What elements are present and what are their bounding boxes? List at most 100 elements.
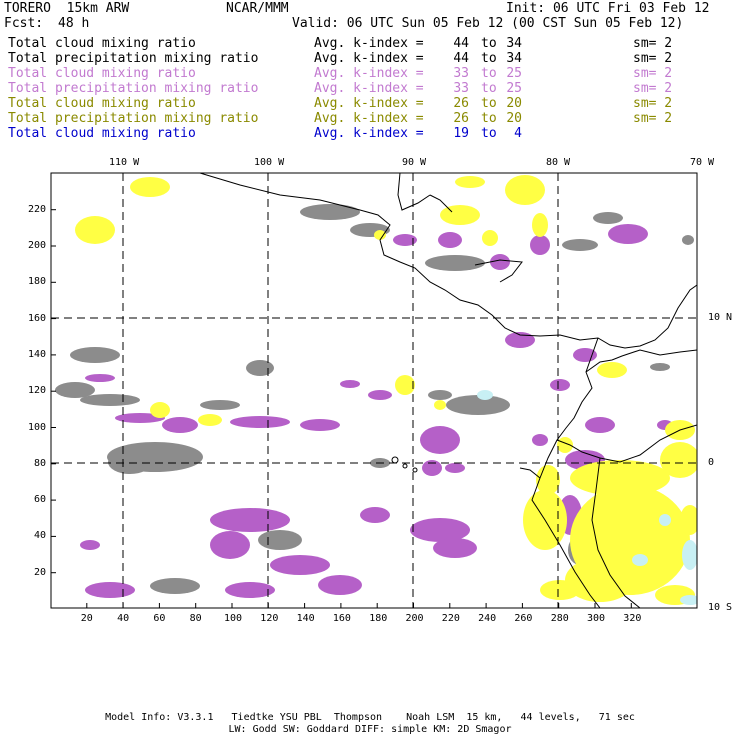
lat-lon-grid bbox=[51, 173, 697, 608]
y-tick-label: 160 bbox=[27, 312, 46, 324]
legend-from: 26 bbox=[453, 111, 469, 126]
legend-avg: Avg. k-index = bbox=[314, 36, 424, 51]
legend-end: 25 bbox=[506, 81, 522, 96]
legend-var: Total cloud mixing ratio bbox=[8, 126, 196, 141]
legend-var: Total precipitation mixing ratio bbox=[8, 111, 259, 126]
legend-var: Total cloud mixing ratio bbox=[8, 66, 196, 81]
lat-label-10s: 10 S bbox=[708, 602, 733, 613]
y-tick-label: 20 bbox=[33, 566, 46, 578]
coastlines bbox=[199, 173, 697, 608]
x-tick-label: 200 bbox=[405, 613, 424, 624]
x-tick-label: 260 bbox=[514, 613, 533, 624]
x-tick-label: 120 bbox=[260, 613, 279, 624]
legend-sm: sm= 2 bbox=[633, 66, 673, 81]
legend-row: Total precipitation mixing ratio Avg. k-i… bbox=[8, 112, 738, 126]
x-tick-label: 60 bbox=[153, 613, 166, 624]
legend-end: 20 bbox=[506, 96, 522, 111]
legend-from: 33 bbox=[453, 66, 469, 81]
y-tick-label: 140 bbox=[27, 348, 46, 360]
legend-avg: Avg. k-index = bbox=[314, 111, 424, 126]
legend-row: Total cloud mixing ratio Avg. k-index = 44… bbox=[8, 37, 738, 51]
model-info-line2: LW: Godd SW: Goddard DIFF: simple KM: 2D… bbox=[228, 724, 512, 735]
axis-ticks bbox=[51, 209, 632, 608]
legend-avg: Avg. k-index = bbox=[314, 51, 424, 66]
legend-var: Total cloud mixing ratio bbox=[8, 36, 196, 51]
x-tick-label: 320 bbox=[623, 613, 642, 624]
lat-label-10n: 10 N bbox=[708, 312, 733, 323]
legend-avg: Avg. k-index = bbox=[314, 66, 424, 81]
y-tick-label: 180 bbox=[27, 276, 46, 288]
legend-end: 20 bbox=[506, 111, 522, 126]
x-tick-label: 140 bbox=[296, 613, 315, 624]
legend-avg: Avg. k-index = bbox=[314, 96, 424, 111]
legend-to: to bbox=[481, 36, 497, 51]
legend-row: Total cloud mixing ratio Avg. k-index = 33… bbox=[8, 67, 738, 81]
legend-avg: Avg. k-index = bbox=[314, 81, 424, 96]
field-layer bbox=[55, 175, 697, 605]
y-tick-label: 40 bbox=[33, 530, 46, 542]
legend-to: to bbox=[481, 96, 497, 111]
y-tick-label: 200 bbox=[27, 240, 46, 251]
lon-label-90w: 90 W bbox=[402, 157, 427, 168]
x-tick-label: 160 bbox=[332, 613, 351, 624]
x-tick-label: 180 bbox=[369, 613, 388, 624]
y-tick-label: 100 bbox=[27, 421, 46, 433]
x-tick-label: 20 bbox=[80, 613, 93, 624]
y-tick-label: 220 bbox=[27, 203, 46, 215]
cloud-yellow-areas bbox=[75, 175, 697, 605]
x-tick-label: 220 bbox=[441, 613, 460, 624]
legend-to: to bbox=[481, 66, 497, 81]
y-tick-label: 120 bbox=[27, 385, 46, 397]
valid-time: Valid: 06 UTC Sun 05 Feb 12 (00 CST Sun … bbox=[292, 16, 684, 31]
legend-end: 34 bbox=[506, 51, 522, 66]
legend-row: Total precipitation mixing ratio Avg. k-i… bbox=[8, 52, 738, 66]
x-tick-label: 100 bbox=[224, 613, 243, 624]
legend-end: 25 bbox=[506, 66, 522, 81]
legend-row: Total precipitation mixing ratio Avg. k-i… bbox=[8, 82, 738, 96]
legend-row: Total cloud mixing ratio Avg. k-index = 26… bbox=[8, 97, 738, 111]
forecast-hour: 48 h bbox=[58, 16, 90, 31]
legend-var: Total precipitation mixing ratio bbox=[8, 51, 259, 66]
lon-label-70w: 70 W bbox=[690, 157, 715, 168]
legend-var: Total precipitation mixing ratio bbox=[8, 81, 259, 96]
legend-var: Total cloud mixing ratio bbox=[8, 96, 196, 111]
legend-end: 4 bbox=[514, 126, 522, 141]
legend-row: Total cloud mixing ratio Avg. k-index = 19… bbox=[8, 127, 738, 141]
x-tick-label: 240 bbox=[478, 613, 497, 624]
cloud-cyan-areas bbox=[477, 390, 697, 605]
legend-to: to bbox=[481, 81, 497, 96]
y-tick-label: 80 bbox=[33, 457, 46, 469]
lon-label-110w: 110 W bbox=[109, 157, 140, 168]
legend-from: 44 bbox=[453, 51, 469, 66]
x-tick-label: 280 bbox=[550, 613, 569, 624]
x-tick-label: 300 bbox=[587, 613, 606, 624]
model-name: TORERO 15km ARW bbox=[4, 1, 130, 16]
legend-sm: sm= 2 bbox=[633, 96, 673, 111]
y-tick-label: 60 bbox=[33, 494, 46, 506]
legend-sm: sm= 2 bbox=[633, 51, 673, 66]
legend-end: 34 bbox=[506, 36, 522, 51]
legend-to: to bbox=[481, 51, 497, 66]
legend-from: 44 bbox=[453, 36, 469, 51]
legend-avg: Avg. k-index = bbox=[314, 126, 424, 141]
plot-frame bbox=[50, 172, 698, 609]
legend-sm: sm= 2 bbox=[633, 111, 673, 126]
lat-label-0: 0 bbox=[708, 457, 715, 468]
model-info-line1: Model Info: V3.3.1 Tiedtke YSU PBL Thomp… bbox=[105, 712, 635, 723]
lon-label-80w: 80 W bbox=[546, 157, 571, 168]
legend-to: to bbox=[481, 111, 497, 126]
x-tick-label: 80 bbox=[189, 613, 202, 624]
legend-to: to bbox=[481, 126, 497, 141]
cloud-gray-areas bbox=[55, 204, 694, 594]
x-tick-label: 40 bbox=[117, 613, 130, 624]
legend-from: 33 bbox=[453, 81, 469, 96]
lon-label-100w: 100 W bbox=[254, 157, 285, 168]
forecast-label: Fcst: bbox=[4, 16, 44, 31]
legend-sm: sm= 2 bbox=[633, 81, 673, 96]
legend-from: 26 bbox=[453, 96, 469, 111]
legend-sm: sm= 2 bbox=[633, 36, 673, 51]
legend-from: 19 bbox=[453, 126, 469, 141]
init-time: Init: 06 UTC Fri 03 Feb 12 bbox=[506, 1, 710, 16]
organization-label: NCAR/MMM bbox=[226, 1, 289, 16]
